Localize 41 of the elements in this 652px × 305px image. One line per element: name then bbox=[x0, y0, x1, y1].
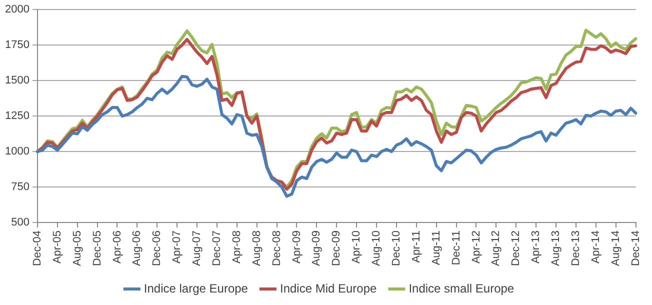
x-tick-label: Apr-10 bbox=[350, 230, 363, 264]
x-tick-label: Aug-09 bbox=[310, 230, 323, 266]
y-tick-label: 750 bbox=[11, 181, 30, 194]
x-tick-label: Apr-07 bbox=[171, 230, 184, 264]
x-tick-label: Dec-04 bbox=[32, 230, 44, 266]
x-tick-label: Dec-14 bbox=[630, 230, 642, 266]
x-tick-label: Aug-06 bbox=[131, 230, 144, 266]
legend-label: Indice large Europe bbox=[144, 281, 248, 296]
x-tick-label: Dec-06 bbox=[151, 230, 164, 266]
x-tick-label: Aug-11 bbox=[430, 230, 442, 266]
x-tick-label: Aug-10 bbox=[370, 230, 383, 266]
x-tick-label: Aug-07 bbox=[191, 230, 204, 266]
x-tick-label: Apr-11 bbox=[410, 230, 422, 263]
y-tick-label: 1500 bbox=[4, 74, 30, 87]
x-tick-label: Apr-09 bbox=[290, 230, 303, 264]
x-tick-label: Dec-08 bbox=[270, 230, 283, 266]
x-tick-label: Aug-05 bbox=[71, 230, 84, 266]
x-tick-label: Dec-12 bbox=[510, 230, 522, 266]
x-tick-label: Apr-05 bbox=[51, 230, 64, 264]
x-tick-label: Aug-08 bbox=[250, 230, 263, 266]
x-tick-label: Aug-14 bbox=[610, 230, 622, 266]
y-tick-label: 2000 bbox=[4, 4, 30, 16]
x-tick-label: Dec-05 bbox=[91, 230, 104, 266]
x-tick-label: Dec-09 bbox=[330, 230, 343, 266]
legend-label: Indice Mid Europe bbox=[280, 281, 378, 296]
y-tick-label: 500 bbox=[11, 216, 30, 229]
x-tick-label: Aug-13 bbox=[550, 230, 562, 266]
x-tick-label: Apr-08 bbox=[230, 230, 243, 264]
y-tick-label: 1000 bbox=[4, 146, 30, 158]
x-tick-label: Dec-07 bbox=[211, 230, 223, 266]
x-tick-label: Dec-13 bbox=[570, 230, 582, 266]
x-tick-label: Dec-11 bbox=[450, 230, 462, 266]
y-tick-label: 1750 bbox=[4, 39, 30, 52]
x-tick-label: Apr-06 bbox=[111, 230, 124, 264]
legend-label: Indice small Europe bbox=[408, 281, 514, 296]
x-tick-label: Aug-12 bbox=[490, 230, 502, 266]
y-tick-label: 1250 bbox=[4, 110, 30, 122]
x-tick-label: Apr-12 bbox=[470, 230, 482, 264]
x-tick-label: Apr-14 bbox=[590, 230, 602, 264]
x-tick-label: Dec-10 bbox=[390, 230, 402, 266]
x-tick-label: Apr-13 bbox=[530, 230, 542, 264]
